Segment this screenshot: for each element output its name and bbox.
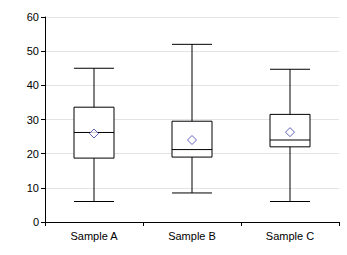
svg-text:30: 30 <box>27 114 39 126</box>
svg-text:0: 0 <box>33 216 39 228</box>
svg-text:40: 40 <box>27 79 39 91</box>
svg-text:50: 50 <box>27 45 39 57</box>
svg-text:10: 10 <box>27 182 39 194</box>
svg-text:60: 60 <box>27 11 39 23</box>
svg-text:Sample B: Sample B <box>168 230 216 242</box>
svg-text:Sample A: Sample A <box>70 230 118 242</box>
svg-text:Sample C: Sample C <box>266 230 314 242</box>
svg-text:20: 20 <box>27 148 39 160</box>
